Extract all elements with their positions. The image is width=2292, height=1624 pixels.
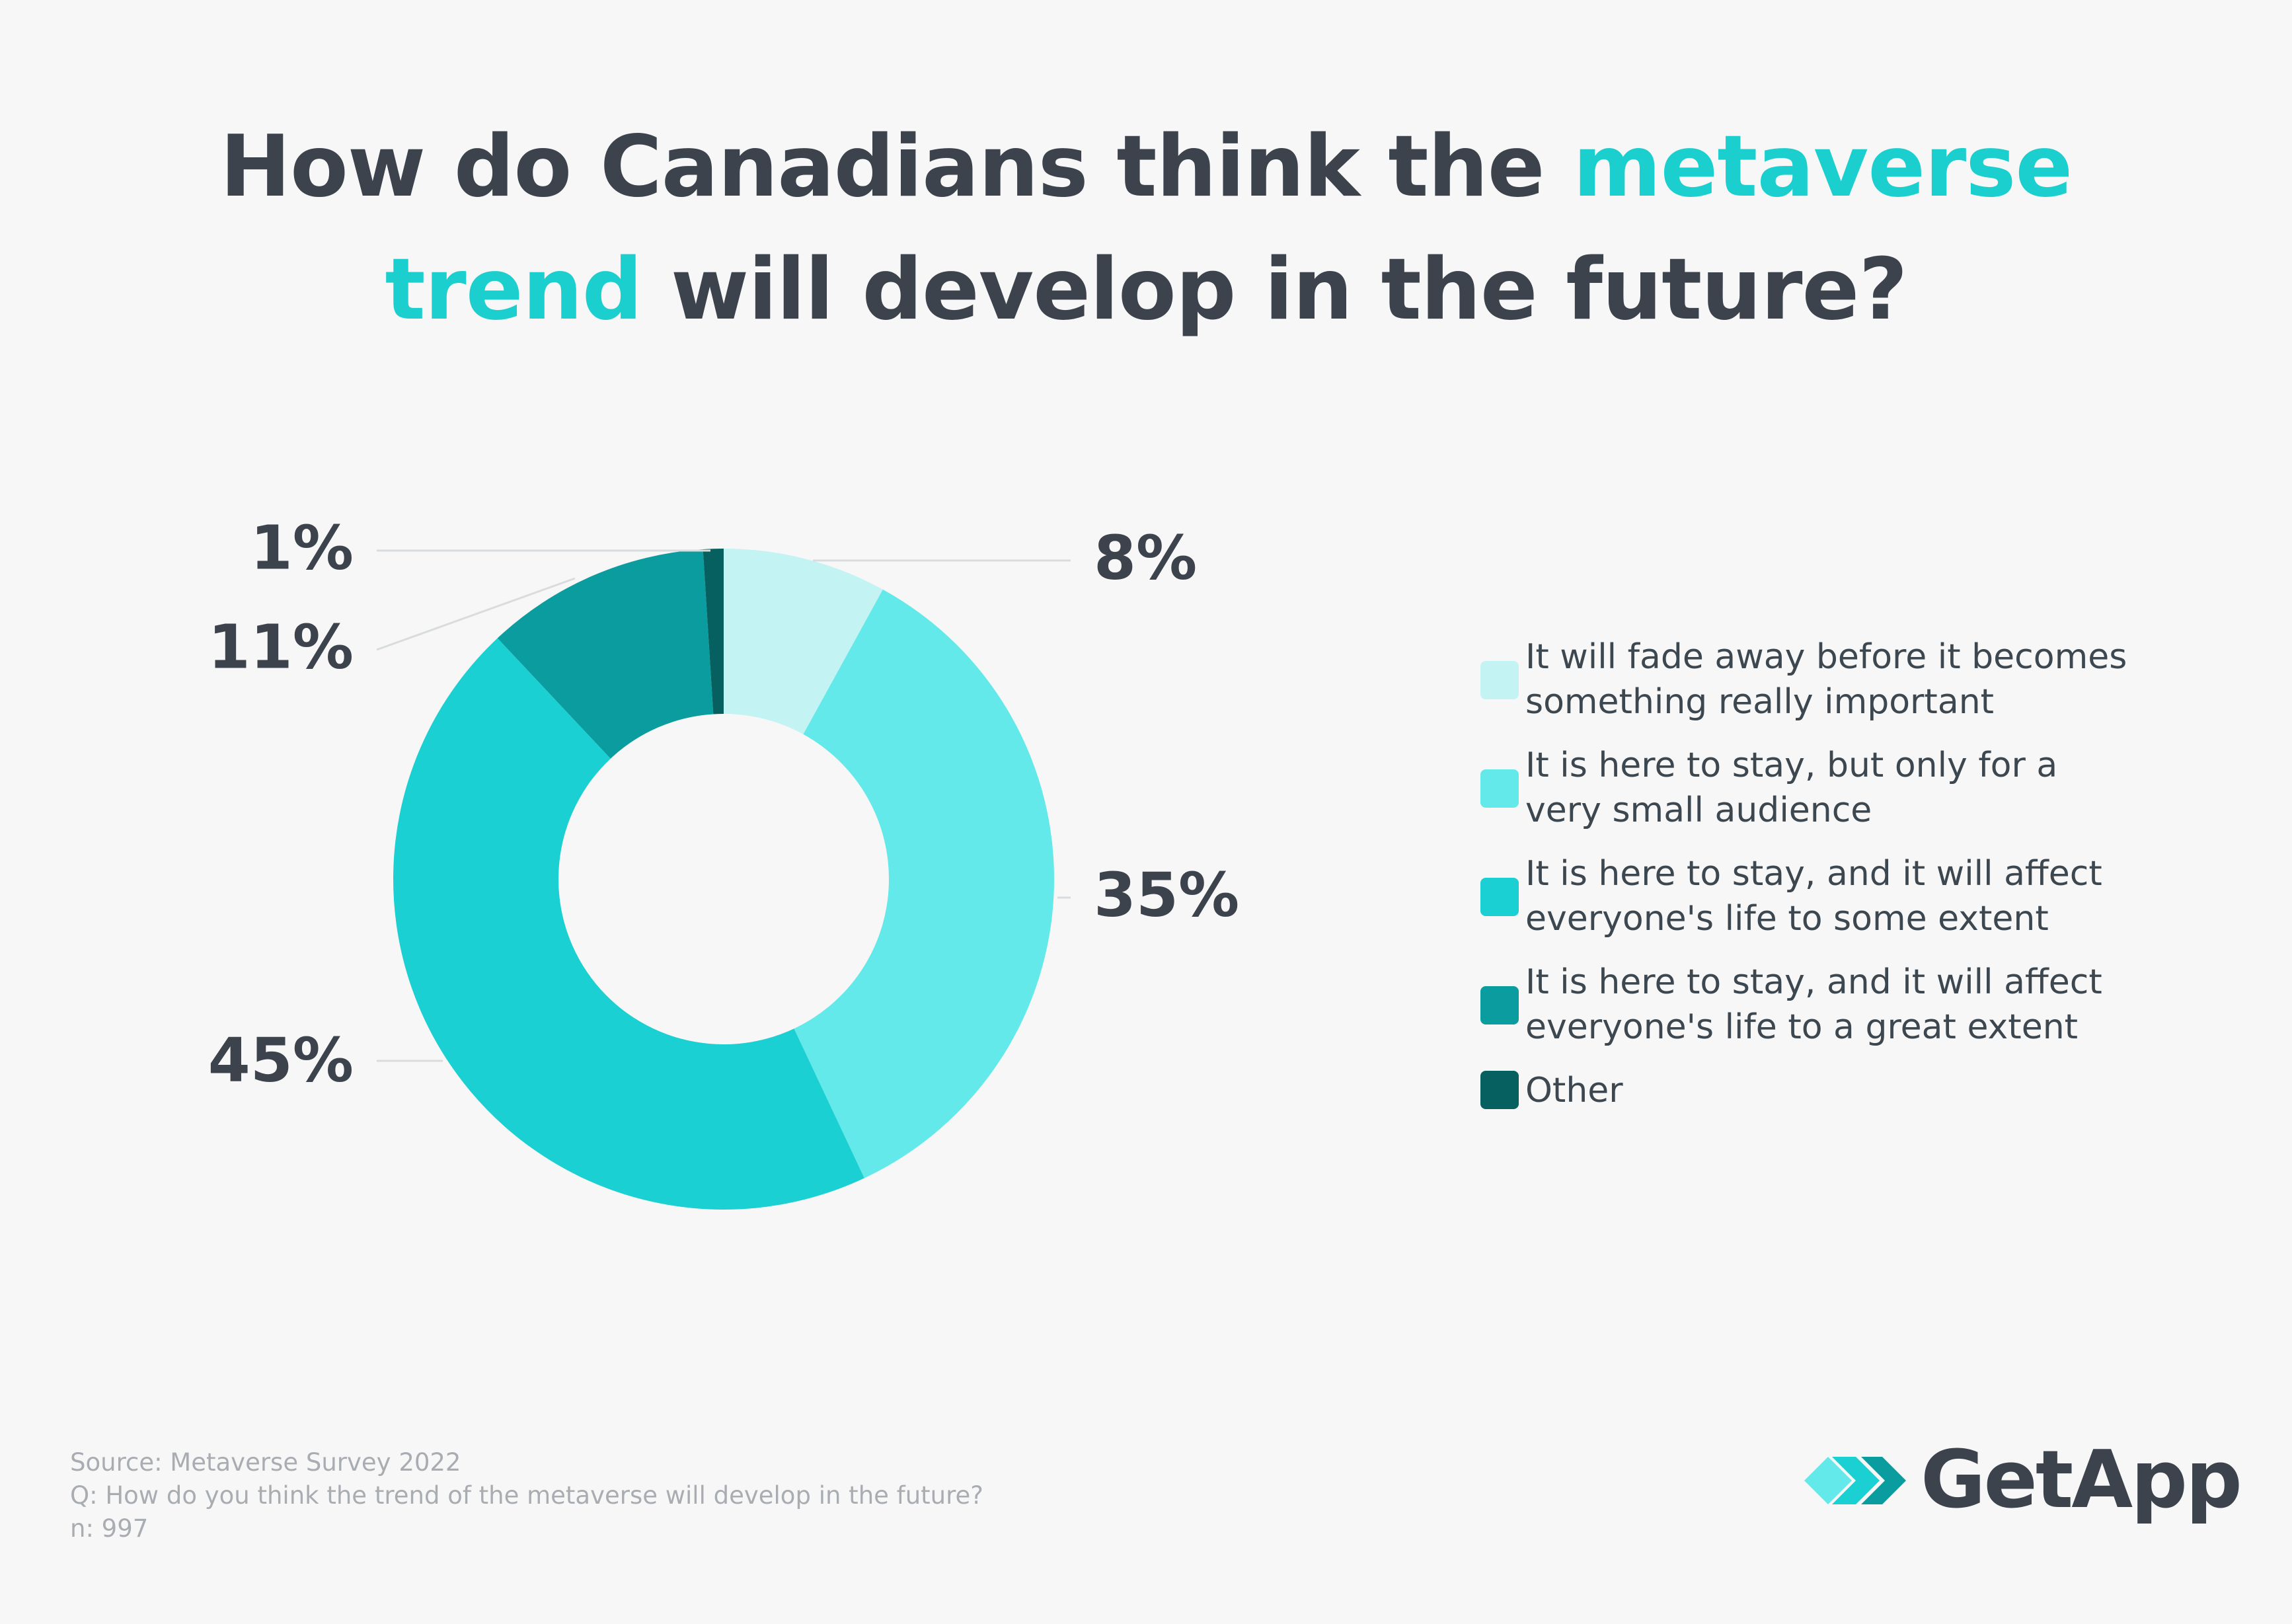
slice-small-audience [794,589,1054,1179]
legend-item-other: Other [1480,1068,2221,1113]
title-highlight-metaverse: metaverse [1573,118,2073,216]
chart-footer: Source: Metaverse Survey 2022 Q: How do … [70,1446,983,1545]
question-note: Q: How do you think the trend of the met… [70,1481,983,1510]
legend-label-line: It is here to stay, but only for a [1525,746,2058,785]
legend-label-line: It is here to stay, and it will affect [1525,962,2102,1002]
legend-label-line: everyone's life to a great extent [1525,1007,2079,1047]
title-line-2: trend will develop in the future? [0,229,2292,352]
legend-label-line: very small audience [1525,791,1872,830]
slice-some-extent [393,638,864,1210]
legend-swatch-great-extent [1480,986,1519,1025]
legend-label-small-audience: It is here to stay, but only for a very … [1525,743,2057,833]
label-8-percent: 8% [1094,522,1197,593]
legend-label-line: It will fade away before it becomes [1525,637,2127,677]
label-45-percent: 45% [208,1025,354,1095]
legend-label-line: everyone's life to some extent [1525,899,2049,939]
legend-item-some-extent: It is here to stay, and it will affect e… [1480,851,2221,941]
legend-item-small-audience: It is here to stay, but only for a very … [1480,743,2221,833]
legend-label-line: something really important [1525,682,1995,722]
chart-title: How do Canadians think the metaverse tre… [0,106,2292,352]
label-1-percent: 1% [250,512,354,583]
legend-label-line: Other [1525,1071,1623,1110]
leader-line [376,577,576,651]
slice-great-extent [497,549,714,759]
legend-label-some-extent: It is here to stay, and it will affect e… [1525,851,2102,941]
legend-swatch-fade-away [1480,661,1519,699]
getapp-logo: GetApp [1804,1434,2242,1526]
legend-label-line: It is here to stay, and it will affect [1525,854,2102,894]
title-highlight-trend: trend [385,241,642,339]
legend-label-fade-away: It will fade away before it becomes some… [1525,635,2127,724]
legend-swatch-other [1480,1071,1519,1109]
legend-label-other: Other [1525,1068,1623,1113]
legend-item-fade-away: It will fade away before it becomes some… [1480,635,2221,724]
sample-size-note: n: 997 [70,1514,149,1543]
legend-label-great-extent: It is here to stay, and it will affect e… [1525,960,2102,1050]
label-35-percent: 35% [1094,859,1239,930]
slice-fade-away [724,549,883,734]
getapp-chevron-icon [1804,1456,1906,1504]
getapp-logo-text: GetApp [1921,1434,2242,1526]
legend-swatch-some-extent [1480,878,1519,916]
title-part-2: will develop in the future? [642,241,1908,339]
legend-item-great-extent: It is here to stay, and it will affect e… [1480,960,2221,1050]
title-part-1: How do Canadians think the [219,118,1574,216]
chart-legend: It will fade away before it becomes some… [1480,635,2221,1132]
legend-swatch-small-audience [1480,769,1519,808]
label-11-percent: 11% [208,611,354,682]
slice-other [703,549,724,715]
source-note: Source: Metaverse Survey 2022 [70,1448,461,1477]
title-line-1: How do Canadians think the metaverse [0,106,2292,229]
